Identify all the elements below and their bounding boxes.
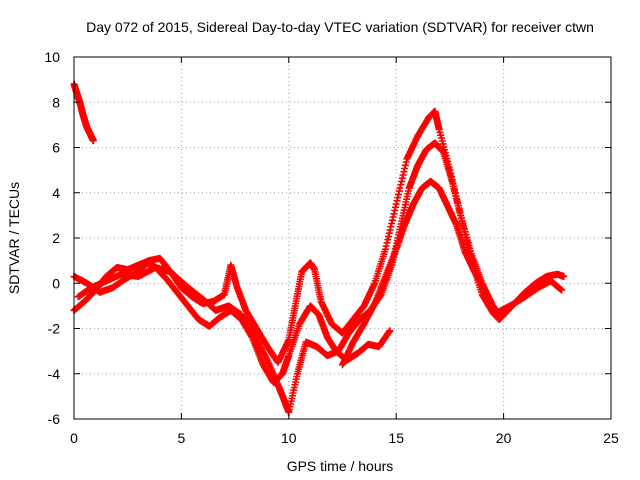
- x-tick-label: 0: [70, 430, 78, 446]
- x-tick-label: 20: [496, 430, 512, 446]
- y-tick-label: 8: [52, 94, 60, 110]
- y-axis-ticks: -6 -4 -2 0 2 4 6 8 10: [44, 49, 611, 427]
- y-tick-label: -6: [48, 411, 61, 427]
- y-tick-label: -2: [48, 321, 61, 337]
- y-tick-label: 4: [52, 185, 60, 201]
- y-tick-label: 10: [44, 49, 60, 65]
- y-axis-label: SDTVAR / TECUs: [6, 182, 22, 294]
- data-markers: [70, 80, 568, 416]
- series-arc-3: [74, 139, 566, 416]
- y-tick-label: 6: [52, 140, 60, 156]
- series-arc-5: [339, 177, 486, 369]
- x-tick-label: 25: [603, 430, 619, 446]
- x-tick-label: 15: [388, 430, 404, 446]
- x-axis-ticks: 0 5 10 15 20 25: [70, 57, 619, 446]
- x-tick-label: 5: [178, 430, 186, 446]
- series-arc-2: [70, 107, 568, 366]
- x-axis-label: GPS time / hours: [287, 458, 394, 474]
- y-tick-label: 0: [52, 275, 60, 291]
- plus-marker-trace: [70, 107, 568, 366]
- x-tick-label: 10: [281, 430, 297, 446]
- y-tick-label: 2: [52, 230, 60, 246]
- y-tick-label: -4: [48, 366, 61, 382]
- plus-marker-trace: [339, 177, 486, 369]
- plus-marker-trace: [74, 139, 566, 416]
- chart-title: Day 072 of 2015, Sidereal Day-to-day VTE…: [86, 19, 594, 35]
